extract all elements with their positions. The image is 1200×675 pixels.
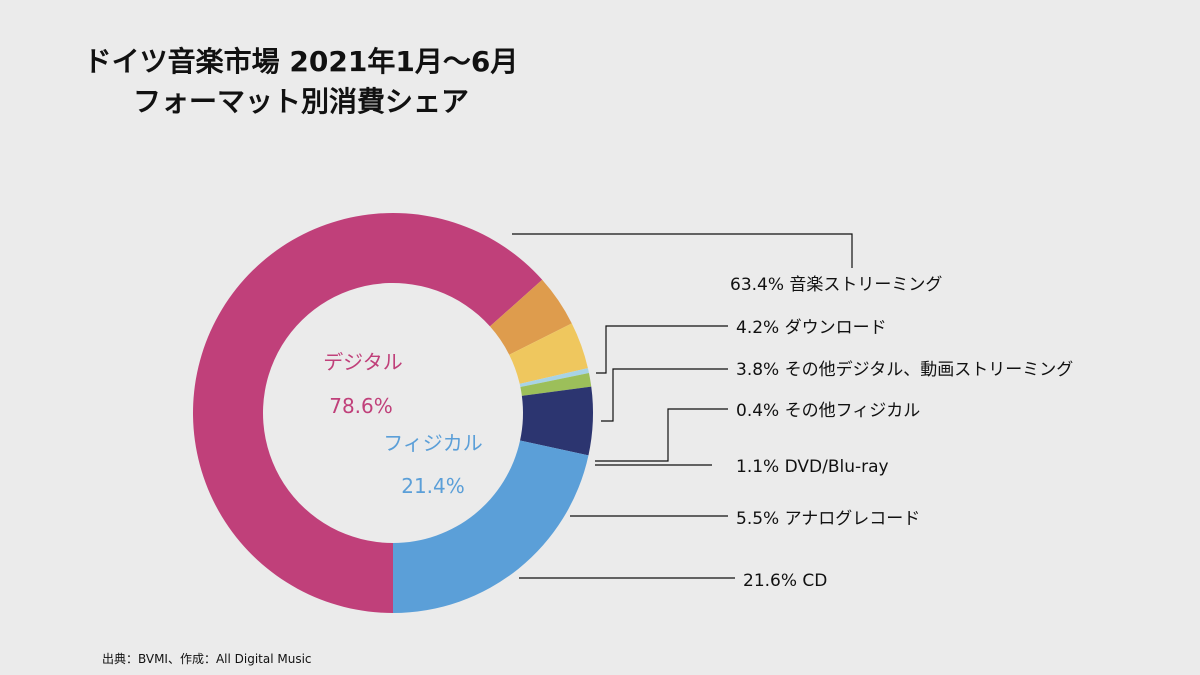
group-physical-name: フィジカル <box>383 431 483 455</box>
slice-label-1: 4.2% ダウンロード <box>736 318 887 338</box>
donut-slice-1 <box>489 279 572 355</box>
slice-label-3: 0.4% その他フィジカル <box>736 401 920 421</box>
slice-label-4: 1.1% DVD/Blu-ray <box>736 457 889 477</box>
donut-slice-5 <box>520 386 593 456</box>
group-digital-value: 78.6% <box>329 394 393 418</box>
donut-slice-2 <box>509 323 588 384</box>
chart-title-line-2: フォーマット別消費シェア <box>132 85 469 118</box>
group-digital-name: デジタル <box>323 350 403 374</box>
slice-label-0: 63.4% 音楽ストリーミング <box>730 275 942 295</box>
donut-slice-4 <box>520 373 592 396</box>
donut-slice-0 <box>192 212 543 613</box>
leader-line-3 <box>595 408 728 462</box>
group-physical-value: 21.4% <box>401 474 465 498</box>
source-note: 出典：BVMI、作成：All Digital Music <box>102 652 312 666</box>
donut-slices <box>192 212 593 613</box>
donut-slice-6 <box>393 440 589 613</box>
leader-line-1 <box>596 325 728 374</box>
leader-line-0 <box>512 233 853 268</box>
leader-lines <box>512 233 853 579</box>
slice-label-6: 21.6% CD <box>743 571 827 591</box>
donut-center-labels: デジタル 78.6% フィジカル 21.4% <box>323 350 483 498</box>
leader-line-2 <box>601 368 728 422</box>
slice-label-2: 3.8% その他デジタル、動画ストリーミング <box>736 359 1073 380</box>
slice-labels: 63.4% 音楽ストリーミング 4.2% ダウンロード 3.8% その他デジタル、動… <box>730 275 1073 591</box>
chart-title-line-1: ドイツ音楽市場 2021年1月〜6月 <box>83 45 519 78</box>
slice-label-5: 5.5% アナログレコード <box>736 509 920 529</box>
donut-slice-3 <box>519 368 589 388</box>
